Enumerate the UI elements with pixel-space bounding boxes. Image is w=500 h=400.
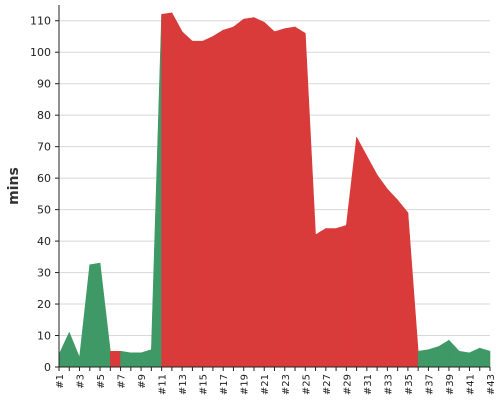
- y-axis-title: mins: [6, 167, 22, 205]
- area-segment-good: [130, 352, 142, 368]
- y-tick-label: 50: [37, 204, 51, 217]
- x-tick-label: #43: [486, 374, 497, 395]
- area-segment-bad: [274, 28, 286, 368]
- area-segment-bad: [387, 188, 398, 368]
- area-segment-bad: [397, 199, 409, 368]
- area-segment-bad: [202, 36, 214, 368]
- area-segment-good: [140, 349, 152, 368]
- area-segment-bad: [294, 26, 306, 368]
- x-tick-label: #27: [322, 374, 333, 395]
- area-segment-good: [428, 346, 439, 368]
- x-tick-label: #11: [158, 374, 169, 395]
- area-segment-bad: [222, 26, 234, 368]
- y-tick-label: 10: [37, 330, 51, 343]
- y-tick-label: 40: [37, 235, 51, 248]
- area-segment-bad: [110, 350, 121, 368]
- y-tick-label: 70: [37, 141, 51, 154]
- x-tick-label: #35: [404, 374, 415, 395]
- y-tick-label: 80: [37, 109, 51, 122]
- area-segment-bad: [284, 26, 296, 368]
- area-segment-good: [68, 332, 80, 368]
- area-segment-bad: [346, 137, 357, 368]
- x-tick-label: #1: [55, 374, 66, 389]
- x-tick-label: #39: [445, 374, 456, 395]
- area-segment-bad: [212, 29, 224, 368]
- x-tick-label: #41: [465, 374, 476, 395]
- area-segment-bad: [263, 21, 275, 368]
- y-axis-ticks: 0 10 20 30 40 50 60 70 80 90 100 110: [30, 15, 59, 374]
- area-segment-good: [79, 264, 91, 368]
- area-segment-good: [469, 347, 481, 368]
- area-segment-bad: [192, 40, 203, 368]
- area-segment-bad: [253, 17, 265, 368]
- x-tick-label: #5: [96, 374, 107, 389]
- area-segment-good: [89, 262, 101, 368]
- x-tick-label: #25: [301, 374, 312, 395]
- y-tick-label: 90: [37, 78, 51, 91]
- area-series: [58, 12, 491, 368]
- area-segment-good: [58, 332, 70, 368]
- x-tick-label: #37: [424, 374, 435, 395]
- area-segment-bad: [356, 137, 368, 368]
- x-tick-label: #3: [76, 374, 87, 389]
- area-segment-bad: [161, 12, 173, 368]
- y-tick-label: 60: [37, 172, 51, 185]
- x-tick-label: #17: [219, 374, 230, 395]
- area-segment-bad: [233, 18, 245, 368]
- area-segment-bad: [243, 17, 255, 368]
- x-tick-label: #19: [240, 374, 251, 395]
- area-segment-bad: [335, 224, 347, 368]
- x-tick-label: #33: [383, 374, 394, 395]
- area-segment-bad: [315, 227, 327, 368]
- area-segment-good: [120, 350, 132, 368]
- x-tick-label: #31: [363, 374, 374, 395]
- x-tick-label: #23: [281, 374, 292, 395]
- y-tick-label: 0: [44, 361, 51, 374]
- area-segment-good: [99, 263, 111, 368]
- area-segment-good: [438, 339, 450, 368]
- area-segment-bad: [376, 174, 388, 368]
- area-segment-bad: [181, 31, 193, 368]
- area-segment-good: [448, 339, 460, 368]
- x-tick-label: #13: [178, 374, 189, 395]
- area-segment-bad: [325, 228, 337, 368]
- area-segment-good: [458, 350, 470, 368]
- area-segment-bad: [366, 155, 378, 368]
- area-segment-bad: [171, 12, 183, 368]
- area-segment-good: [417, 349, 429, 368]
- x-tick-label: #9: [137, 374, 148, 389]
- x-tick-label: #29: [342, 374, 353, 395]
- x-tick-label: #15: [199, 374, 210, 395]
- y-tick-label: 110: [30, 15, 51, 28]
- area-segment-good: [479, 347, 491, 368]
- x-tick-label: #21: [260, 374, 271, 395]
- area-segment-good: [151, 14, 162, 368]
- x-tick-label: #7: [117, 374, 128, 389]
- y-tick-label: 100: [30, 46, 51, 59]
- y-tick-label: 20: [37, 298, 51, 311]
- x-axis-ticks: #1 #3 #5 #7 #9 #11 #13 #15 #17 #19 #21 #23 #25 #27 #29…: [55, 367, 497, 395]
- area-segment-bad: [407, 212, 419, 368]
- y-tick-label: 30: [37, 267, 51, 280]
